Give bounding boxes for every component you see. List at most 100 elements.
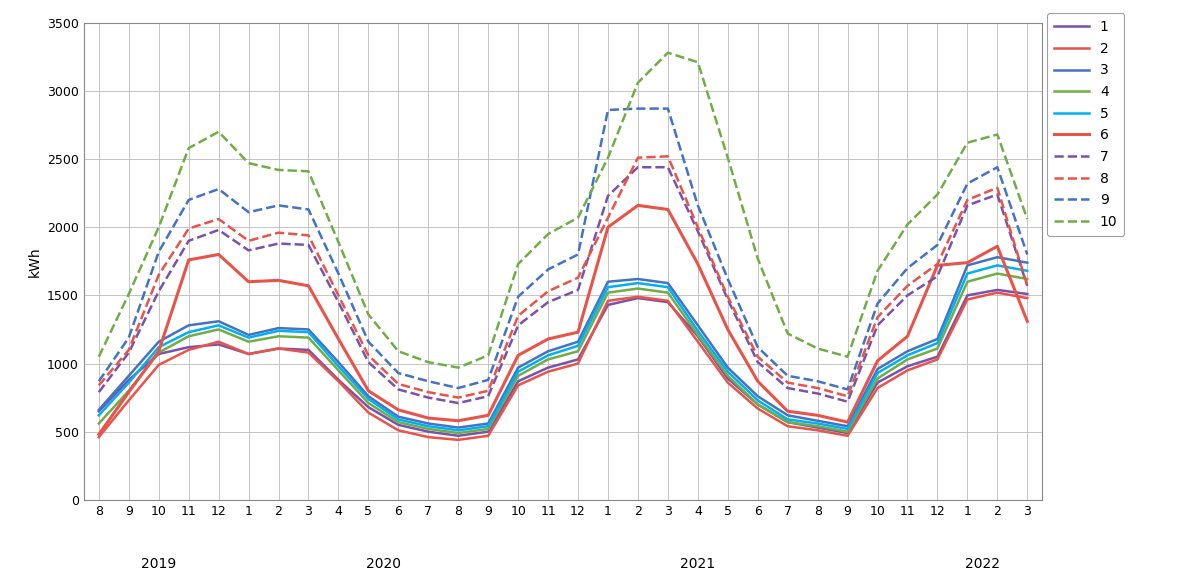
4 [122, 387, 137, 394]
3 [601, 278, 616, 285]
3 [122, 373, 137, 379]
3 [871, 366, 885, 373]
4 [512, 373, 526, 379]
3 [721, 364, 736, 371]
1 [841, 429, 855, 436]
4 [362, 400, 376, 407]
7 [751, 359, 766, 366]
5 [1021, 268, 1035, 274]
1 [751, 401, 766, 408]
3 [781, 412, 795, 419]
6 [452, 417, 466, 424]
1 [482, 428, 496, 435]
8 [272, 229, 286, 236]
10 [1021, 216, 1035, 223]
5 [931, 340, 945, 346]
2 [871, 385, 885, 391]
9 [691, 202, 706, 209]
4 [811, 423, 825, 429]
3 [152, 339, 167, 345]
9 [541, 266, 556, 273]
9 [512, 293, 526, 300]
6 [541, 336, 556, 343]
4 [571, 348, 586, 354]
8 [362, 352, 376, 359]
Line: 8: 8 [99, 156, 1028, 398]
4 [272, 333, 286, 340]
6 [392, 407, 406, 414]
6 [751, 378, 766, 385]
1 [661, 299, 676, 306]
6 [482, 412, 496, 419]
8 [991, 184, 1005, 191]
7 [482, 393, 496, 400]
1 [691, 333, 706, 340]
8 [392, 381, 406, 387]
7 [961, 202, 975, 209]
1 [392, 421, 406, 428]
8 [512, 312, 526, 319]
6 [841, 419, 855, 425]
1 [1021, 291, 1035, 298]
2 [601, 298, 616, 304]
5 [721, 368, 736, 375]
Line: 6: 6 [99, 206, 1028, 435]
3 [362, 393, 376, 400]
8 [691, 224, 706, 231]
6 [931, 262, 945, 269]
9 [901, 265, 915, 272]
9 [631, 105, 646, 112]
10 [92, 353, 107, 360]
9 [721, 275, 736, 282]
1 [422, 428, 436, 435]
9 [811, 378, 825, 385]
1 [242, 350, 256, 357]
3 [482, 420, 496, 427]
4 [92, 420, 107, 427]
7 [512, 322, 526, 329]
2 [721, 379, 736, 386]
3 [1021, 259, 1035, 266]
10 [991, 131, 1005, 138]
6 [1021, 318, 1035, 325]
9 [1021, 251, 1035, 258]
5 [541, 352, 556, 359]
5 [182, 329, 196, 336]
8 [571, 274, 586, 281]
8 [152, 272, 167, 278]
9 [991, 164, 1005, 170]
1 [212, 341, 226, 348]
9 [571, 251, 586, 258]
7 [302, 241, 316, 248]
5 [482, 423, 496, 429]
7 [901, 292, 915, 299]
4 [1021, 275, 1035, 282]
7 [661, 164, 676, 170]
3 [182, 322, 196, 329]
5 [811, 420, 825, 427]
6 [811, 412, 825, 419]
3 [302, 326, 316, 333]
10 [781, 330, 795, 337]
1 [332, 377, 346, 383]
1 [991, 286, 1005, 293]
3 [811, 417, 825, 424]
Line: 10: 10 [99, 53, 1028, 367]
2 [302, 349, 316, 356]
1 [541, 364, 556, 371]
9 [452, 385, 466, 391]
4 [152, 349, 167, 356]
9 [751, 344, 766, 350]
7 [991, 191, 1005, 198]
5 [781, 416, 795, 423]
2 [901, 367, 915, 374]
6 [601, 224, 616, 231]
6 [242, 278, 256, 285]
10 [931, 191, 945, 198]
2 [512, 382, 526, 389]
7 [781, 385, 795, 391]
6 [631, 202, 646, 209]
4 [631, 285, 646, 292]
7 [931, 273, 945, 279]
1 [901, 363, 915, 370]
